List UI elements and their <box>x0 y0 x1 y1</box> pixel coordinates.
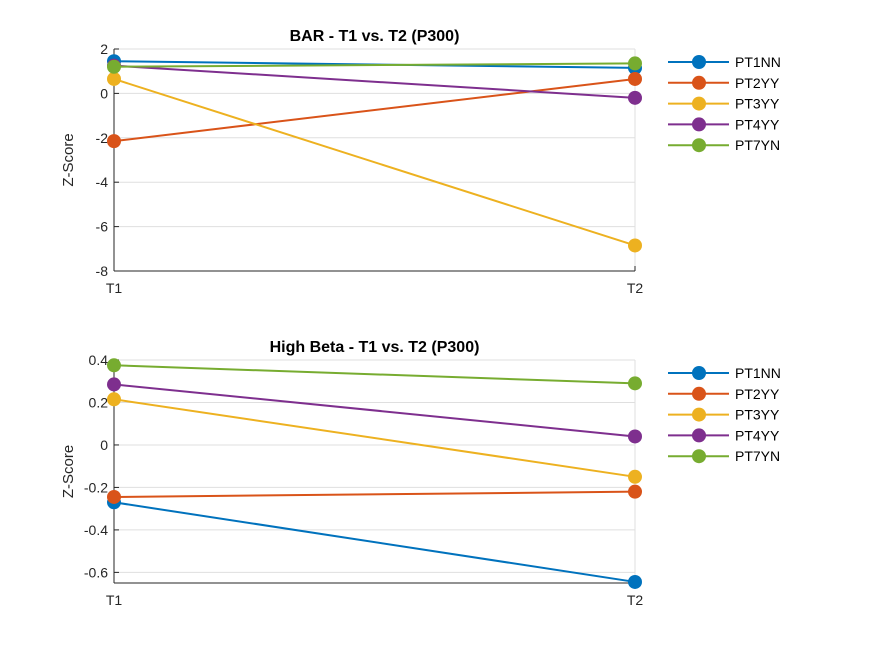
y-tick-label: 0 <box>100 437 108 453</box>
legend-marker <box>692 117 706 132</box>
legend-marker <box>692 386 706 401</box>
legend-marker <box>692 138 706 153</box>
legend-marker <box>692 55 706 69</box>
y-tick-label: -6 <box>96 219 109 235</box>
y-tick-label: -0.2 <box>84 479 108 495</box>
legend-label: PT4YY <box>735 427 780 443</box>
legend: PT1NN PT2YY PT3YY PT4YY PT7YN <box>668 54 781 153</box>
y-axis-label: Z-Score <box>60 445 77 498</box>
series-PT4YY <box>107 377 642 444</box>
x-tick-label: T2 <box>627 280 644 296</box>
series-PT7YN <box>107 358 642 391</box>
x-tick-label: T2 <box>627 592 644 608</box>
series-line <box>113 501 636 583</box>
x-tick-label: T1 <box>106 280 123 296</box>
legend-label: PT1NN <box>735 365 781 381</box>
series-PT1NN <box>107 495 642 589</box>
y-tick-label: -8 <box>96 263 109 279</box>
legend-marker <box>692 366 706 380</box>
chart-panel-1: 2 0 -2 -4 -6 -8T1 T2 BAR - T1 vs. T2 (P300) Z-Sc… <box>60 28 781 296</box>
data-point <box>628 574 642 589</box>
series-line <box>113 77 636 143</box>
series-line <box>113 62 636 68</box>
data-point <box>107 59 121 74</box>
x-tick-label: T1 <box>106 592 123 608</box>
data-point <box>628 56 642 71</box>
data-point <box>107 377 121 392</box>
chart-panel-2: 0.4 0.2 0 -0.2 -0.4 -0.6 T1 T2 High Beta - T1 vs… <box>60 339 781 608</box>
series-line <box>113 383 636 438</box>
data-point <box>107 358 121 373</box>
legend-label: PT1NN <box>735 54 781 70</box>
chart-title: High Beta - T1 vs. T2 (P300) <box>270 339 480 356</box>
series-line <box>113 398 636 478</box>
y-tick-label: 0.2 <box>89 394 109 410</box>
y-tick-label: 0.4 <box>89 352 109 368</box>
series-PT7YN <box>107 56 642 74</box>
legend-label: PT3YY <box>735 407 780 423</box>
legend-marker <box>692 407 706 422</box>
series-line <box>113 78 636 247</box>
series-PT3YY <box>107 392 642 484</box>
legend-marker <box>692 449 706 464</box>
legend-label: PT7YN <box>735 448 780 464</box>
data-point <box>107 392 121 407</box>
series-line <box>113 64 636 99</box>
y-tick-label: -0.4 <box>84 522 108 538</box>
y-tick-label: 2 <box>100 41 108 57</box>
legend-label: PT2YY <box>735 386 780 402</box>
y-tick-label: 0 <box>100 85 108 101</box>
data-point <box>107 134 121 149</box>
y-tick-label: -2 <box>96 130 109 146</box>
y-tick-label: -4 <box>96 174 109 190</box>
series-line <box>113 364 636 385</box>
data-point <box>628 484 642 499</box>
legend-label: PT2YY <box>735 75 780 91</box>
y-tick-label: -0.6 <box>84 564 108 580</box>
legend-label: PT3YY <box>735 96 780 112</box>
data-point <box>628 71 642 86</box>
legend-marker <box>692 96 706 111</box>
y-axis-label: Z-Score <box>60 133 77 186</box>
chart-title: BAR - T1 vs. T2 (P300) <box>290 28 460 45</box>
legend-marker <box>692 428 706 443</box>
data-point <box>628 376 642 391</box>
data-point <box>628 469 642 484</box>
data-point <box>628 238 642 253</box>
data-point <box>628 429 642 444</box>
series-PT3YY <box>107 71 642 253</box>
series-line <box>113 490 636 498</box>
series-PT2YY <box>107 484 642 504</box>
legend-label: PT4YY <box>735 116 780 132</box>
legend-marker <box>692 75 706 90</box>
data-point <box>107 489 121 504</box>
legend-label: PT7YN <box>735 137 780 153</box>
data-point <box>628 90 642 105</box>
legend: PT1NN PT2YY PT3YY PT4YY PT7YN <box>668 365 781 464</box>
data-point <box>107 71 121 86</box>
series-PT2YY <box>107 71 642 149</box>
